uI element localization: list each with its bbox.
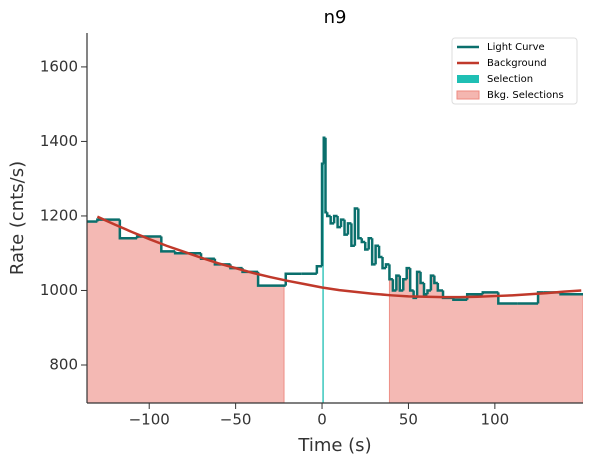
- light-curve-step: [353, 207, 359, 246]
- legend-label: Light Curve: [487, 42, 545, 53]
- x-tick-label: 0: [317, 411, 327, 429]
- y-tick-label: 1600: [40, 57, 78, 75]
- light-curve-step: [419, 271, 425, 285]
- light-curve-step: [324, 137, 328, 214]
- y-tick-label: 1400: [40, 132, 78, 150]
- legend-label: Selection: [487, 74, 533, 85]
- light-curve-step: [481, 291, 499, 295]
- y-tick-label: 1200: [40, 206, 78, 224]
- light-curve-step: [315, 265, 323, 274]
- legend-swatch: [456, 90, 480, 100]
- x-tick-label: −50: [220, 411, 252, 429]
- light-curve-step: [377, 245, 383, 259]
- legend-swatch: [457, 75, 479, 83]
- light-curve-step: [433, 275, 438, 285]
- light-curve-step: [357, 208, 362, 240]
- selection-area: [87, 219, 285, 403]
- light-curve-step: [408, 268, 414, 292]
- background-line: [96, 215, 582, 299]
- light-curve-step: [381, 256, 386, 270]
- legend-box: [451, 37, 578, 105]
- chart-title: n9: [324, 7, 347, 28]
- light-curve-step: [160, 236, 176, 253]
- light-curve-step: [325, 212, 331, 218]
- light-curve-step: [96, 218, 120, 222]
- light-curve-step: [256, 271, 286, 287]
- light-curve-step: [173, 251, 202, 255]
- light-curve-step: [367, 237, 373, 250]
- x-tick-label: 100: [481, 411, 510, 429]
- light-curve-step: [329, 215, 335, 225]
- legend-label: Bkg. Selections: [487, 90, 564, 101]
- light-curve-step: [336, 215, 342, 229]
- light-curve-step: [388, 264, 393, 281]
- y-tick-label: 1000: [40, 281, 78, 299]
- light-curve-step: [135, 235, 162, 239]
- light-curve-step: [436, 283, 444, 292]
- legend-label: Background: [487, 58, 547, 69]
- light-curve-step: [452, 297, 468, 302]
- light-curve-step: [360, 238, 366, 244]
- selection-area: [388, 267, 583, 403]
- x-tick-label: −100: [129, 411, 170, 429]
- y-tick-label: 800: [49, 355, 78, 373]
- light-curve-step: [370, 238, 376, 266]
- x-tick-label: 50: [399, 411, 418, 429]
- y-axis-label: Rate (cnts/s): [7, 161, 28, 275]
- plot: [87, 136, 583, 403]
- x-axis-label: Time (s): [297, 435, 371, 456]
- light-curve-step: [374, 244, 380, 265]
